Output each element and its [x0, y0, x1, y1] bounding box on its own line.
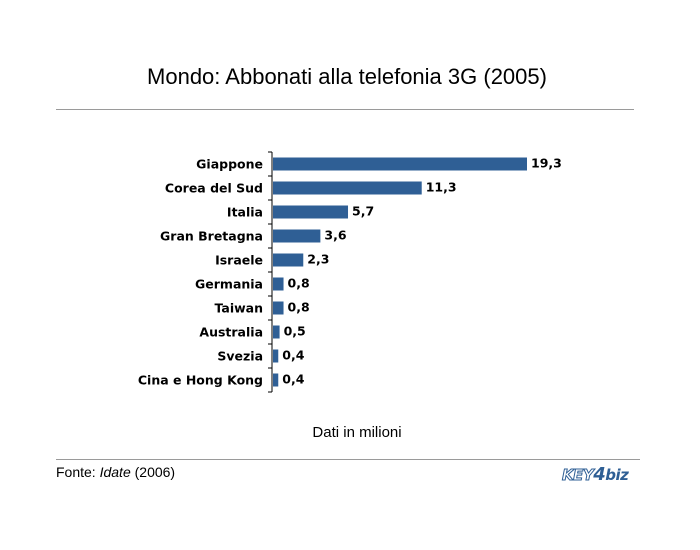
- source-name: Idate: [99, 464, 131, 480]
- category-label: Italia: [227, 205, 263, 220]
- source-prefix: Fonte:: [56, 464, 100, 480]
- y-axis-ticks: [268, 151, 272, 393]
- value-label: 0,4: [282, 372, 304, 387]
- value-label: 5,7: [352, 204, 374, 219]
- category-label: Australia: [199, 325, 263, 340]
- title-divider: [56, 109, 634, 110]
- bar: [273, 229, 321, 243]
- chart-title: Mondo: Abbonati alla telefonia 3G (2005): [147, 64, 547, 89]
- bar: [273, 325, 280, 339]
- bars: [273, 157, 527, 387]
- bar: [273, 349, 279, 363]
- logo-key: KEY: [561, 466, 594, 485]
- category-label: Germania: [195, 277, 263, 292]
- bar: [273, 277, 284, 291]
- value-label: 3,6: [324, 228, 346, 243]
- value-label: 0,4: [282, 348, 304, 363]
- footer-divider: [56, 459, 640, 460]
- bar: [273, 373, 279, 387]
- category-labels: Giappone Corea del Sud Italia Gran Bretagna…: [138, 157, 263, 388]
- category-label: Gran Bretagna: [160, 229, 263, 244]
- value-label: 2,3: [307, 252, 329, 267]
- value-label: 0,5: [284, 324, 306, 339]
- source-note: Fonte: Idate (2006): [56, 464, 175, 480]
- category-label: Israele: [215, 253, 263, 268]
- category-label: Giappone: [196, 157, 263, 172]
- value-label: 19,3: [531, 156, 562, 171]
- bar: [273, 301, 284, 315]
- source-year: (2006): [130, 464, 176, 480]
- category-label: Corea del Sud: [165, 181, 263, 196]
- key4biz-logo: KEY4biz: [561, 464, 636, 486]
- logo-four: 4: [593, 464, 606, 485]
- bar: [273, 205, 349, 219]
- value-label: 0,8: [288, 300, 310, 315]
- category-label: Taiwan: [214, 301, 263, 316]
- category-label: Svezia: [217, 349, 263, 364]
- logo-biz: biz: [605, 466, 629, 484]
- bar: [273, 157, 527, 171]
- bar: [273, 253, 304, 267]
- bar: [273, 181, 422, 195]
- value-label: 11,3: [426, 180, 457, 195]
- value-label: 0,8: [288, 276, 310, 291]
- chart-subtitle: Dati in milioni: [312, 424, 402, 441]
- value-labels: 19,3 11,3 5,7 3,6 2,3 0,8 0,8 0,5 0,4 0,4: [282, 156, 562, 387]
- category-label: Cina e Hong Kong: [138, 373, 263, 388]
